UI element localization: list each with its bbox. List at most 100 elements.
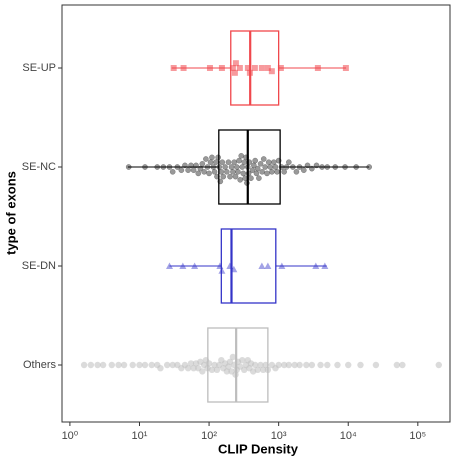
- point: [120, 361, 128, 369]
- point: [205, 360, 213, 367]
- point: [281, 168, 288, 175]
- point: [190, 167, 197, 174]
- x-tick-label: 10¹: [132, 430, 148, 442]
- point: [269, 168, 275, 175]
- point: [228, 164, 235, 170]
- point: [231, 159, 238, 166]
- point: [236, 157, 242, 164]
- point: [99, 361, 107, 369]
- point: [260, 156, 267, 162]
- point: [272, 164, 279, 170]
- y-tick-label: Others: [23, 359, 57, 371]
- point: [211, 168, 218, 175]
- point: [222, 164, 228, 170]
- box: [220, 228, 277, 304]
- point: [213, 366, 221, 373]
- point: [251, 65, 258, 71]
- point: [264, 262, 272, 269]
- y-tick-label: SE-DN: [22, 260, 56, 272]
- point: [211, 361, 218, 369]
- point: [220, 173, 227, 180]
- point: [274, 168, 280, 175]
- point: [239, 357, 246, 364]
- point: [264, 170, 270, 177]
- point: [219, 159, 226, 166]
- point: [254, 165, 261, 172]
- point: [187, 360, 195, 367]
- point: [257, 361, 264, 369]
- point: [94, 361, 101, 369]
- point: [129, 361, 136, 369]
- point: [108, 361, 115, 369]
- point: [229, 65, 236, 71]
- point: [185, 167, 191, 174]
- point: [317, 361, 324, 369]
- point: [223, 168, 230, 175]
- point: [357, 361, 364, 369]
- point: [169, 168, 176, 175]
- point: [223, 368, 231, 375]
- point: [115, 361, 122, 369]
- x-tick-label: 10²: [201, 430, 217, 442]
- point: [240, 170, 247, 177]
- point: [229, 353, 237, 361]
- point: [308, 361, 316, 369]
- box: [230, 30, 280, 106]
- point: [201, 168, 208, 175]
- box: [218, 129, 281, 205]
- point: [254, 366, 261, 373]
- point: [248, 175, 254, 182]
- point: [258, 262, 266, 269]
- point: [256, 175, 262, 182]
- point: [258, 65, 265, 71]
- x-tick-label: 10⁴: [340, 430, 357, 442]
- point: [238, 152, 245, 159]
- point: [232, 60, 239, 67]
- point: [285, 159, 292, 166]
- point: [199, 160, 206, 167]
- point: [208, 366, 216, 373]
- point: [195, 170, 202, 177]
- point: [231, 69, 238, 76]
- point: [237, 176, 244, 183]
- point: [293, 168, 300, 175]
- point: [345, 361, 352, 369]
- point: [257, 160, 264, 167]
- point: [227, 173, 233, 180]
- point: [233, 164, 240, 170]
- point: [275, 361, 282, 369]
- x-axis-title: CLIP Density: [218, 441, 299, 456]
- point: [252, 157, 259, 164]
- point: [239, 164, 246, 170]
- point: [225, 363, 232, 370]
- point: [264, 65, 271, 71]
- point: [212, 159, 219, 166]
- point: [199, 368, 206, 375]
- point: [435, 361, 442, 369]
- point: [215, 154, 221, 161]
- point: [218, 168, 225, 175]
- point: [241, 366, 248, 373]
- box: [207, 327, 269, 403]
- point: [372, 361, 380, 369]
- y-tick-label: SE-UP: [22, 62, 56, 74]
- panel: [61, 4, 451, 423]
- point: [262, 164, 269, 170]
- point: [232, 173, 239, 180]
- x-tick-label: 10⁵: [409, 430, 426, 442]
- point: [291, 361, 298, 369]
- point: [241, 159, 248, 166]
- point: [253, 170, 260, 177]
- x-tick-label: 10³: [271, 430, 287, 442]
- point: [267, 164, 274, 170]
- point: [265, 159, 272, 166]
- point: [260, 366, 267, 373]
- point: [169, 361, 176, 369]
- point: [259, 168, 266, 175]
- point: [87, 361, 95, 369]
- point: [285, 361, 293, 369]
- point: [268, 68, 275, 75]
- point: [184, 365, 192, 372]
- point: [203, 156, 209, 162]
- y-axis-title: type of exons: [3, 171, 18, 255]
